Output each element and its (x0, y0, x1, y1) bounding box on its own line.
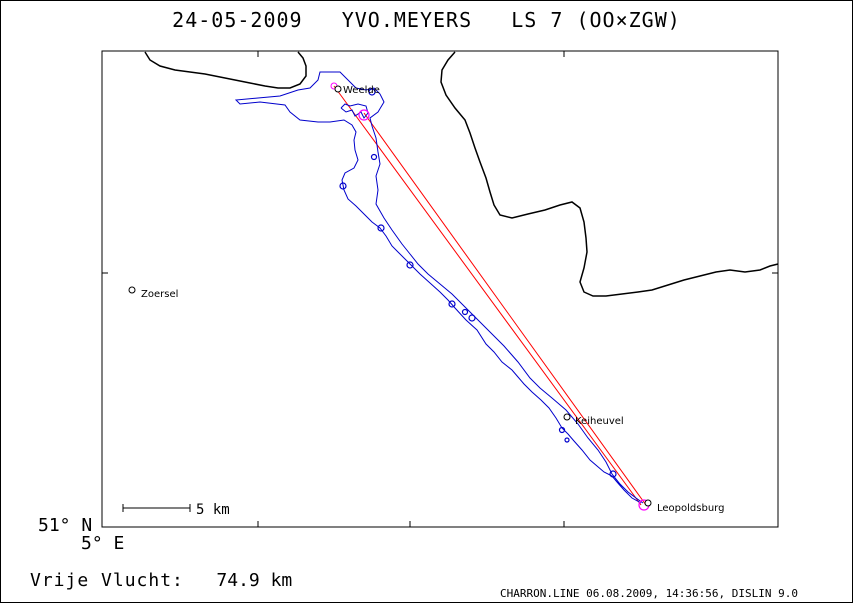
task-line-a (333, 85, 642, 506)
thermal-markers (339, 88, 617, 478)
plot-area (101, 50, 779, 528)
glider-id: LS 7 (OO×ZGW) (511, 8, 681, 32)
flight-track-wiggle (340, 103, 369, 119)
distance-readout: Vrije Vlucht: 74.9 km (30, 570, 292, 591)
flight-title: 24-05-2009 YVO.MEYERS LS 7 (OO×ZGW) (0, 8, 853, 32)
turnpoint-marker (358, 109, 370, 121)
axis-ticks (102, 51, 778, 527)
latitude-label: 51° N (38, 515, 93, 536)
task-line-b (363, 112, 647, 506)
place-marker-leopoldsburg (644, 499, 652, 507)
place-marker-keiheuvel (563, 413, 571, 421)
flight-track (234, 71, 644, 504)
place-label-weelde: Weelde (343, 85, 380, 96)
distance-label: Vrije Vlucht: (30, 570, 184, 591)
place-marker-weelde (334, 85, 342, 93)
border-line-west (144, 51, 307, 89)
footer-info: CHARRON.LINE 06.08.2009, 14:36:56, DISLI… (500, 587, 799, 600)
flight-date: 24-05-2009 (172, 8, 303, 32)
place-label-zoersel: Zoersel (141, 289, 178, 300)
scale-bar-label: 5 km (196, 502, 230, 518)
longitude-label: 5° E (81, 533, 125, 554)
scale-bar: 5 km (122, 502, 230, 518)
place-label-keiheuvel: Keiheuvel (575, 416, 624, 427)
border-line-east (440, 51, 779, 297)
pilot-name: YVO.MEYERS (341, 8, 473, 32)
place-marker-zoersel (128, 286, 136, 294)
place-label-leopoldsburg: Leopoldsburg (657, 503, 724, 514)
distance-value: 74.9 km (216, 570, 293, 591)
